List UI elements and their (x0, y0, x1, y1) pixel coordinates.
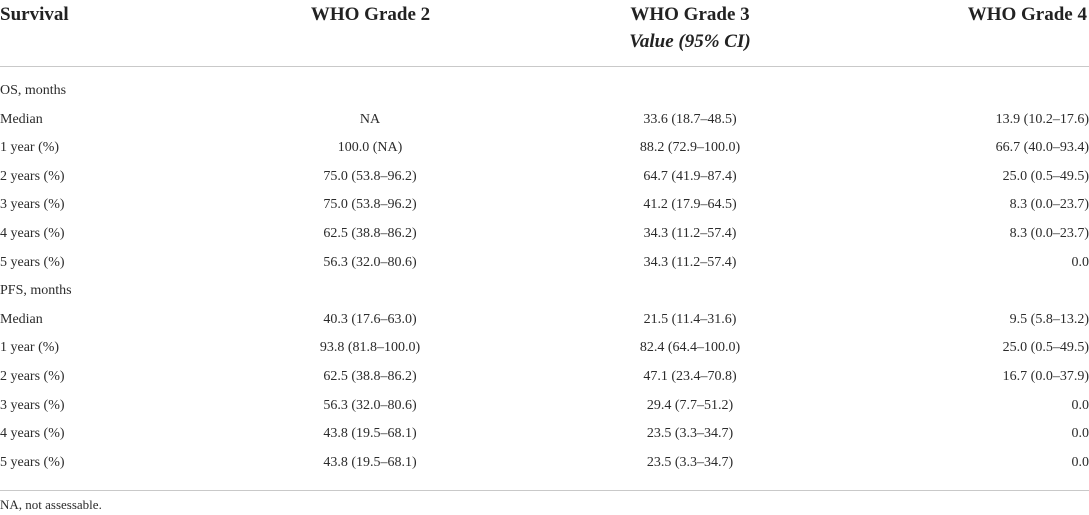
table-row: 5 years (%) 56.3 (32.0–80.6) 34.3 (11.2–57… (0, 249, 1089, 278)
cell-grade-4: 8.3 (0.0–23.7) (1009, 197, 1089, 213)
cell-grade-3: 34.3 (11.2–57.4) (643, 225, 737, 241)
row-label: PFS, months (0, 283, 72, 299)
row-label: Median (0, 111, 43, 127)
table-row: 2 years (%) 75.0 (53.8–96.2) 64.7 (41.9–87… (0, 163, 1089, 192)
cell-grade-2: 56.3 (32.0–80.6) (323, 397, 417, 413)
cell-grade-4: 13.9 (10.2–17.6) (995, 111, 1089, 127)
cell-grade-4: 25.0 (0.5–49.5) (1002, 340, 1089, 356)
table-row: 3 years (%) 56.3 (32.0–80.6) 29.4 (7.7–51.… (0, 392, 1089, 421)
cell-grade-3: 34.3 (11.2–57.4) (643, 254, 737, 270)
row-label: 2 years (%) (0, 168, 65, 184)
cell-grade-3: 21.5 (11.4–31.6) (643, 311, 737, 327)
row-label: 3 years (%) (0, 197, 65, 213)
cell-grade-4: 0.0 (1071, 454, 1089, 470)
table-header: Survival WHO Grade 2 WHO Grade 3 WHO Gra… (0, 0, 1089, 66)
row-label: OS, months (0, 83, 67, 98)
header-survival: Survival (0, 4, 69, 25)
cell-grade-2: 62.5 (38.8–86.2) (323, 368, 417, 384)
cell-grade-3: 29.4 (7.7–51.2) (646, 397, 734, 413)
table-row: 1 year (%) 93.8 (81.8–100.0) 82.4 (64.4–10… (0, 334, 1089, 363)
row-label: 5 years (%) (0, 254, 65, 270)
table-row: 2 years (%) 62.5 (38.8–86.2) 47.1 (23.4–70… (0, 363, 1089, 392)
cell-grade-4: 8.3 (0.0–23.7) (1009, 225, 1089, 241)
cell-grade-3: 88.2 (72.9–100.0) (639, 140, 741, 156)
header-who-grade-3: WHO Grade 3 (630, 4, 750, 25)
header-value-ci: Value (95% CI) (629, 31, 751, 52)
cell-grade-2: 43.8 (19.5–68.1) (323, 426, 417, 442)
cell-grade-3: 47.1 (23.4–70.8) (643, 368, 737, 384)
table-bottom-divider (0, 490, 1089, 491)
row-label: 4 years (%) (0, 426, 65, 442)
row-label: 3 years (%) (0, 397, 65, 413)
cell-grade-2: 43.8 (19.5–68.1) (323, 454, 417, 470)
cell-grade-2: 75.0 (53.8–96.2) (323, 197, 417, 213)
cell-grade-4: 0.0 (1071, 397, 1089, 413)
table-footnote: NA, not assessable. (0, 497, 102, 512)
cell-grade-4: 25.0 (0.5–49.5) (1002, 168, 1089, 184)
header-who-grade-4: WHO Grade 4 (967, 4, 1087, 25)
header-who-grade-2: WHO Grade 2 (310, 4, 431, 25)
row-label: 5 years (%) (0, 454, 65, 470)
cell-grade-2: 40.3 (17.6–63.0) (323, 311, 417, 327)
cell-grade-2: 93.8 (81.8–100.0) (319, 340, 421, 356)
cell-grade-2: 56.3 (32.0–80.6) (323, 254, 417, 270)
row-label: 4 years (%) (0, 225, 65, 241)
cell-grade-4: 0.0 (1071, 426, 1089, 442)
cell-grade-3: 23.5 (3.3–34.7) (646, 426, 734, 442)
cell-grade-2: NA (359, 111, 381, 127)
cell-grade-3: 82.4 (64.4–100.0) (639, 340, 741, 356)
cell-grade-3: 23.5 (3.3–34.7) (646, 454, 734, 470)
table-row: 4 years (%) 43.8 (19.5–68.1) 23.5 (3.3–34.… (0, 420, 1089, 449)
table-row: Median NA 33.6 (18.7–48.5) 13.9 (10.2–17.6) (0, 106, 1089, 135)
header-divider (0, 66, 1089, 67)
table-body: OS, months Median NA 33.6 (18.7–48.5) 13.9 (… (0, 77, 1089, 477)
cell-grade-4: 16.7 (0.0–37.9) (1002, 368, 1089, 384)
row-label: 1 year (%) (0, 340, 60, 356)
cell-grade-3: 41.2 (17.9–64.5) (643, 197, 737, 213)
table-row: 3 years (%) 75.0 (53.8–96.2) 41.2 (17.9–64… (0, 191, 1089, 220)
cell-grade-3: 64.7 (41.9–87.4) (643, 168, 737, 184)
table-row: OS, months (0, 77, 1089, 106)
row-label: 2 years (%) (0, 368, 65, 384)
cell-grade-4: 9.5 (5.8–13.2) (1009, 311, 1089, 327)
cell-grade-4: 66.7 (40.0–93.4) (995, 140, 1089, 156)
table-row: 4 years (%) 62.5 (38.8–86.2) 34.3 (11.2–57… (0, 220, 1089, 249)
row-label: 1 year (%) (0, 140, 60, 156)
cell-grade-2: 100.0 (NA) (337, 140, 403, 156)
table-row: PFS, months (0, 277, 1089, 306)
table-row: 5 years (%) 43.8 (19.5–68.1) 23.5 (3.3–34.… (0, 449, 1089, 478)
cell-grade-2: 62.5 (38.8–86.2) (323, 225, 417, 241)
cell-grade-3: 33.6 (18.7–48.5) (643, 111, 737, 127)
cell-grade-4: 0.0 (1071, 254, 1089, 270)
row-label: Median (0, 311, 43, 327)
table-row: Median 40.3 (17.6–63.0) 21.5 (11.4–31.6) 9.… (0, 306, 1089, 335)
table-row: 1 year (%) 100.0 (NA) 88.2 (72.9–100.0) 66.… (0, 134, 1089, 163)
cell-grade-2: 75.0 (53.8–96.2) (323, 168, 417, 184)
